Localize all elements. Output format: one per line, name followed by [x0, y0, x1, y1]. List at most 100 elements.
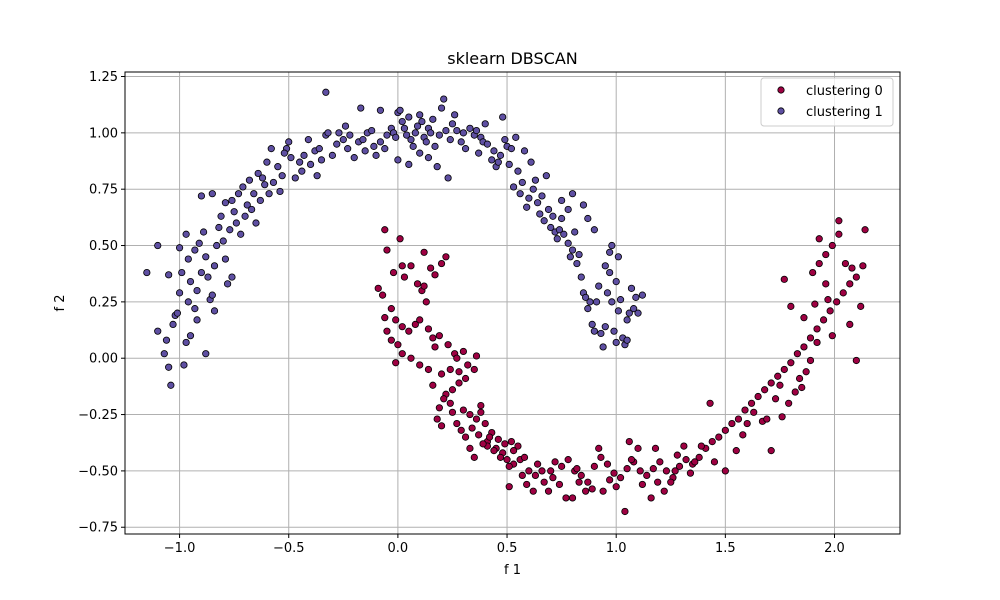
point-clustering-0 [427, 264, 435, 272]
point-clustering-1 [544, 205, 553, 214]
point-clustering-1 [573, 259, 581, 268]
point-clustering-1 [208, 291, 216, 299]
point-clustering-0 [822, 250, 830, 259]
point-clustering-0 [671, 467, 679, 475]
point-clustering-1 [237, 230, 245, 238]
point-clustering-1 [359, 136, 367, 144]
point-clustering-0 [481, 419, 489, 428]
point-clustering-0 [754, 392, 762, 401]
point-clustering-1 [341, 122, 350, 130]
point-clustering-0 [806, 356, 815, 365]
point-clustering-1 [437, 104, 446, 112]
point-clustering-0 [800, 343, 808, 351]
point-clustering-1 [457, 138, 465, 146]
point-clustering-1 [217, 212, 225, 220]
point-clustering-1 [579, 201, 588, 209]
point-clustering-1 [555, 226, 564, 234]
point-clustering-0 [806, 334, 815, 342]
point-clustering-1 [608, 241, 616, 250]
point-clustering-1 [433, 163, 441, 171]
point-clustering-0 [603, 460, 612, 468]
point-clustering-0 [518, 471, 526, 480]
point-clustering-0 [374, 284, 382, 292]
point-clustering-1 [392, 133, 400, 141]
point-clustering-1 [566, 253, 574, 261]
y-tick-label: −0.75 [78, 521, 118, 536]
point-clustering-0 [387, 336, 395, 344]
point-clustering-0 [496, 453, 505, 461]
legend-marker-clustering-0 [777, 86, 785, 94]
point-clustering-0 [647, 494, 655, 502]
point-clustering-0 [861, 226, 869, 234]
point-clustering-1 [300, 151, 308, 159]
y-tick-label: −0.25 [78, 408, 118, 423]
point-clustering-1 [501, 136, 509, 144]
point-clustering-1 [154, 327, 162, 335]
point-clustering-0 [636, 467, 644, 475]
point-clustering-0 [739, 431, 747, 439]
point-clustering-0 [802, 368, 810, 376]
point-clustering-1 [261, 181, 269, 189]
point-clustering-1 [315, 145, 323, 153]
point-clustering-1 [442, 126, 450, 135]
point-clustering-1 [269, 178, 278, 187]
point-clustering-1 [448, 120, 457, 128]
point-clustering-1 [357, 104, 365, 112]
point-clustering-0 [732, 447, 740, 455]
point-clustering-0 [815, 259, 823, 268]
point-clustering-0 [708, 437, 716, 446]
point-clustering-0 [455, 379, 463, 387]
point-clustering-0 [750, 408, 758, 416]
point-clustering-1 [346, 131, 354, 139]
point-clustering-0 [466, 410, 474, 419]
point-clustering-0 [680, 442, 688, 450]
point-clustering-1 [499, 113, 507, 121]
point-clustering-0 [534, 460, 542, 468]
point-clustering-0 [771, 395, 780, 403]
point-clustering-0 [778, 413, 786, 421]
point-clustering-0 [540, 478, 548, 486]
point-clustering-1 [523, 203, 531, 211]
point-clustering-1 [199, 228, 208, 236]
point-clustering-0 [398, 323, 406, 331]
point-clustering-1 [193, 287, 201, 295]
point-clustering-1 [228, 273, 236, 281]
y-tick-label: 0.25 [89, 295, 118, 310]
point-clustering-0 [656, 458, 664, 466]
point-clustering-1 [178, 268, 186, 277]
point-clustering-1 [403, 131, 411, 139]
point-clustering-0 [697, 442, 705, 450]
point-clustering-0 [435, 404, 443, 412]
point-clustering-1 [405, 113, 413, 121]
point-clustering-0 [448, 386, 457, 394]
point-clustering-1 [481, 120, 489, 128]
point-clustering-1 [616, 296, 625, 304]
point-clustering-1 [221, 199, 230, 207]
point-clustering-1 [400, 124, 409, 132]
point-clustering-0 [774, 372, 782, 380]
point-clustering-0 [819, 316, 828, 324]
point-clustering-1 [623, 336, 631, 344]
point-clustering-0 [715, 433, 723, 441]
point-clustering-1 [509, 183, 518, 191]
point-clustering-1 [339, 136, 347, 144]
point-clustering-1 [280, 149, 288, 157]
point-clustering-1 [577, 273, 585, 281]
point-clustering-0 [813, 325, 821, 333]
point-clustering-1 [182, 230, 190, 238]
point-clustering-1 [265, 190, 273, 198]
point-clustering-0 [590, 462, 598, 470]
point-clustering-1 [197, 268, 206, 277]
point-clustering-0 [407, 354, 415, 362]
point-clustering-0 [610, 469, 618, 477]
point-clustering-1 [213, 241, 221, 250]
point-clustering-1 [472, 126, 481, 135]
point-clustering-1 [191, 305, 199, 313]
point-clustering-0 [846, 280, 854, 288]
point-clustering-0 [448, 408, 457, 416]
point-clustering-1 [372, 151, 380, 159]
point-clustering-1 [210, 262, 219, 270]
point-clustering-0 [470, 453, 478, 461]
point-clustering-0 [455, 368, 463, 376]
point-clustering-0 [835, 230, 843, 238]
